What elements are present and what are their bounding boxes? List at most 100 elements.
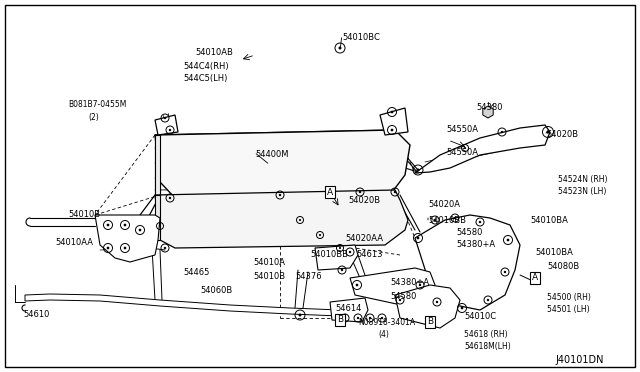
Polygon shape [380, 108, 408, 135]
Polygon shape [155, 135, 160, 195]
Text: 54580: 54580 [456, 228, 483, 237]
Text: 54080B: 54080B [547, 262, 579, 271]
Polygon shape [330, 298, 368, 322]
Text: 54613: 54613 [356, 250, 383, 259]
Text: 54020AA: 54020AA [345, 234, 383, 243]
Text: 54550A: 54550A [446, 148, 478, 157]
Text: J40101DN: J40101DN [555, 355, 604, 365]
Circle shape [298, 314, 301, 317]
Circle shape [547, 130, 550, 134]
Text: 54010BB: 54010BB [428, 216, 466, 225]
Circle shape [390, 129, 394, 131]
Polygon shape [483, 106, 493, 118]
Circle shape [344, 317, 346, 319]
Text: 54524N (RH): 54524N (RH) [558, 175, 607, 184]
Text: A: A [327, 187, 333, 196]
Text: 54550A: 54550A [446, 125, 478, 134]
Circle shape [299, 219, 301, 221]
Text: 54010A: 54010A [253, 258, 285, 267]
Text: 54380+A: 54380+A [456, 240, 495, 249]
Text: 54010BA: 54010BA [535, 248, 573, 257]
Circle shape [164, 117, 166, 119]
Circle shape [390, 110, 394, 113]
Circle shape [507, 239, 509, 241]
Polygon shape [25, 294, 340, 316]
Text: 54010B: 54010B [253, 272, 285, 281]
Text: 544C5(LH): 544C5(LH) [183, 74, 227, 83]
Circle shape [419, 284, 421, 286]
Text: 54618M(LH): 54618M(LH) [464, 342, 511, 351]
Polygon shape [155, 195, 160, 240]
Text: 54010BC: 54010BC [342, 33, 380, 42]
Text: 54010C: 54010C [464, 312, 496, 321]
Circle shape [319, 234, 321, 236]
Text: 54010B: 54010B [68, 210, 100, 219]
Text: 54500 (RH): 54500 (RH) [547, 293, 591, 302]
Circle shape [434, 219, 436, 221]
Polygon shape [415, 125, 550, 173]
Circle shape [169, 129, 172, 131]
Circle shape [124, 247, 126, 249]
Circle shape [349, 251, 351, 253]
Circle shape [381, 317, 383, 319]
Circle shape [356, 283, 358, 286]
Polygon shape [95, 215, 160, 262]
Polygon shape [395, 285, 460, 328]
Text: (2): (2) [88, 113, 99, 122]
Circle shape [417, 237, 419, 239]
Circle shape [504, 271, 506, 273]
Text: 54376: 54376 [295, 272, 322, 281]
Text: A: A [532, 273, 538, 282]
Polygon shape [350, 268, 435, 308]
Circle shape [107, 247, 109, 249]
Circle shape [487, 299, 489, 301]
Circle shape [399, 299, 401, 301]
Circle shape [479, 221, 481, 223]
Text: (4): (4) [378, 330, 389, 339]
Circle shape [417, 169, 419, 171]
Text: 544C4(RH): 544C4(RH) [183, 62, 228, 71]
Circle shape [124, 224, 126, 226]
Circle shape [436, 301, 438, 303]
Polygon shape [315, 245, 358, 270]
Text: B: B [337, 315, 343, 324]
Text: N08918-3401A: N08918-3401A [358, 318, 415, 327]
Circle shape [107, 224, 109, 226]
Text: 54380+A: 54380+A [390, 278, 429, 287]
Circle shape [500, 131, 503, 133]
Text: 54618 (RH): 54618 (RH) [464, 330, 508, 339]
Polygon shape [415, 215, 520, 310]
Text: 54380: 54380 [476, 103, 502, 112]
Circle shape [369, 317, 371, 319]
Circle shape [169, 197, 172, 199]
Polygon shape [155, 190, 408, 248]
Text: 54020B: 54020B [348, 196, 380, 205]
Circle shape [339, 46, 342, 49]
Text: 54020B: 54020B [546, 130, 578, 139]
Circle shape [279, 194, 281, 196]
Text: 54010BA: 54010BA [530, 216, 568, 225]
Text: 54580: 54580 [390, 292, 417, 301]
Circle shape [461, 307, 463, 310]
Text: B: B [427, 317, 433, 327]
Text: 54010AA: 54010AA [55, 238, 93, 247]
Text: 54060B: 54060B [200, 286, 232, 295]
Text: 54020A: 54020A [428, 200, 460, 209]
Text: 54400M: 54400M [255, 150, 289, 159]
Circle shape [454, 217, 456, 219]
Text: 54614: 54614 [335, 304, 362, 313]
Circle shape [339, 247, 341, 249]
Circle shape [164, 247, 166, 249]
Text: 54523N (LH): 54523N (LH) [558, 187, 606, 196]
Text: 54610: 54610 [23, 310, 49, 319]
Circle shape [394, 191, 396, 193]
Circle shape [159, 225, 161, 227]
Text: 54465: 54465 [183, 268, 209, 277]
Text: 54010AB: 54010AB [195, 48, 233, 57]
Circle shape [340, 269, 343, 271]
Circle shape [464, 147, 466, 149]
Polygon shape [155, 115, 178, 135]
Text: B081B7-0455M: B081B7-0455M [68, 100, 126, 109]
Circle shape [357, 317, 359, 319]
Text: 54010BB: 54010BB [310, 250, 348, 259]
